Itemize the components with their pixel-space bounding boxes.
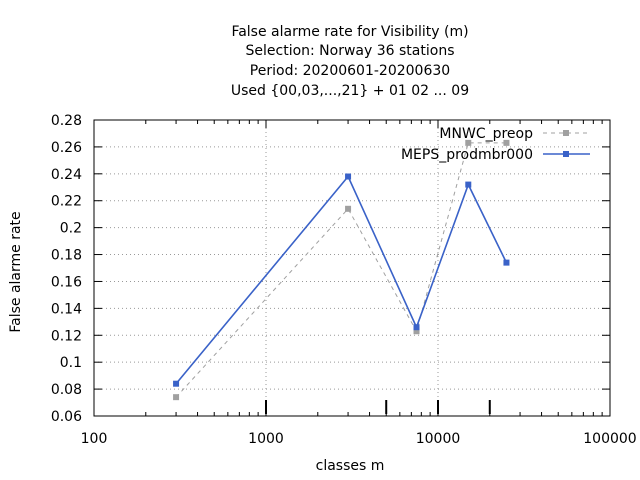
- data-point: [503, 139, 510, 146]
- legend-label-meps: MEPS_prodmbr000: [401, 147, 533, 163]
- y-tick-label: 0.08: [51, 382, 82, 398]
- x-tick-label: 100000: [583, 431, 636, 447]
- legend: MNWC_preop MEPS_prodmbr000: [401, 126, 590, 163]
- series-line-meps: [175, 175, 508, 385]
- y-tick-label: 0.22: [51, 194, 82, 210]
- legend-marker: [563, 151, 569, 157]
- legend-marker: [563, 130, 569, 136]
- data-point: [345, 173, 352, 180]
- series-layer: [173, 139, 510, 401]
- y-tick-label: 0.24: [51, 167, 82, 183]
- data-point: [173, 394, 180, 401]
- chart-title: False alarme rate for Visibility (m) Sel…: [231, 24, 469, 99]
- class-markers: [265, 400, 491, 414]
- y-tick-label: 0.1: [60, 355, 82, 371]
- data-point: [173, 380, 180, 387]
- y-tick-label: 0.18: [51, 248, 82, 264]
- x-axis-label: classes m: [316, 458, 385, 474]
- x-tick-label: 1000: [248, 431, 284, 447]
- y-tick-label: 0.16: [51, 274, 82, 290]
- legend-label-mnwc: MNWC_preop: [439, 126, 533, 142]
- y-axis-label: False alarme rate: [8, 211, 24, 332]
- y-tick-label: 0.28: [51, 113, 82, 129]
- data-point: [345, 205, 352, 212]
- y-tick-label: 0.12: [51, 328, 82, 344]
- y-tick-label: 0.14: [51, 301, 82, 317]
- x-tick-label: 100: [81, 431, 108, 447]
- data-point: [503, 259, 510, 266]
- y-tick-label: 0.2: [60, 221, 82, 237]
- y-tick-label: 0.26: [51, 140, 82, 156]
- data-point: [465, 139, 472, 146]
- data-point: [413, 324, 420, 331]
- plot-frame: [93, 119, 611, 417]
- title-line-4: Used {00,03,...,21} + 01 02 ... 09: [231, 83, 469, 99]
- title-line-3: Period: 20200601-20200630: [250, 63, 450, 79]
- grid: [94, 120, 610, 416]
- data-point: [413, 328, 420, 335]
- data-point: [465, 181, 472, 188]
- series-line-mnwc: [175, 142, 507, 398]
- y-axis-ticks: 0.06 0.08 0.1 0.12 0.14 0.16 0.18 0.2 0.22 0.24 0.…: [51, 113, 610, 425]
- title-line-1: False alarme rate for Visibility (m): [231, 24, 468, 40]
- y-tick-label: 0.06: [51, 409, 82, 425]
- x-axis-ticks: 100 1000 10000 100000: [81, 120, 637, 447]
- title-line-2: Selection: Norway 36 stations: [246, 43, 455, 59]
- x-tick-label: 10000: [416, 431, 461, 447]
